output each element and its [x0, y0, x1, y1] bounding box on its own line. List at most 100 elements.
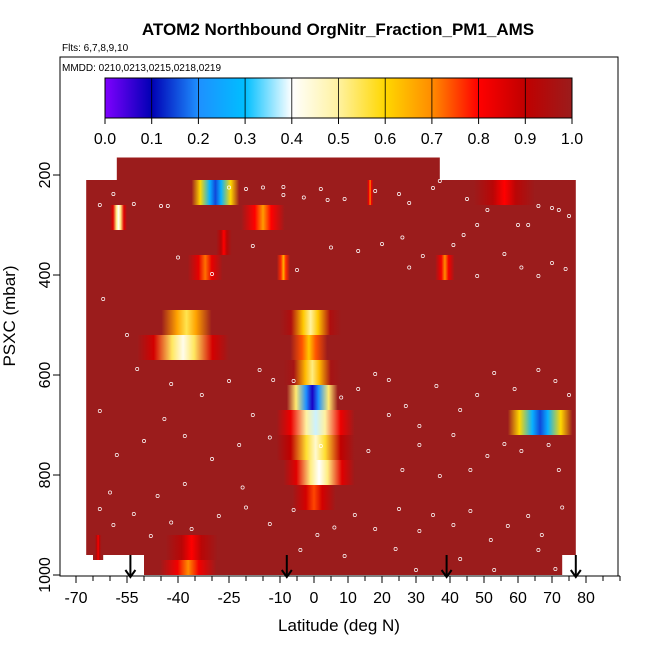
y-tick-label: 800 — [37, 462, 54, 489]
sample-point — [182, 482, 187, 486]
sample-point — [97, 203, 102, 207]
sample-point — [162, 417, 167, 421]
x-tick-label: 60 — [509, 590, 527, 607]
x-axis: -70 -55 -40 -25 -10 0 10 20 30 40 50 60 70 80 — [64, 575, 621, 607]
heatmap-band — [212, 230, 236, 255]
sample-point — [407, 201, 412, 205]
sample-point — [189, 527, 194, 531]
heatmap-band — [178, 255, 233, 280]
sample-point — [169, 520, 174, 525]
dates-label: MMDD: 0210,0213,0215,0218,0219 — [62, 63, 221, 74]
x-tick-label: -10 — [268, 590, 291, 607]
sample-point — [458, 408, 463, 412]
x-tick-label: -70 — [64, 590, 87, 607]
sample-point — [114, 453, 119, 457]
y-tick-label: 200 — [37, 162, 54, 189]
sample-point — [291, 508, 296, 512]
sample-point — [366, 449, 371, 453]
sample-point — [342, 197, 347, 201]
sample-point — [519, 265, 524, 270]
y-tick-label: 600 — [37, 362, 54, 389]
heatmap-region — [144, 555, 563, 575]
sample-point — [461, 233, 466, 237]
colorbar-tick-label: 1.0 — [561, 131, 583, 148]
colorbar-tick-label: 0.4 — [281, 131, 303, 148]
sample-point — [397, 192, 401, 196]
heatmap-band — [147, 310, 226, 335]
x-tick-label: -25 — [217, 590, 240, 607]
heatmap-band — [137, 335, 229, 360]
heatmap-band — [507, 410, 573, 435]
sample-point — [393, 547, 398, 551]
sample-point — [420, 254, 425, 258]
sample-point — [553, 379, 558, 383]
sample-point — [434, 384, 439, 388]
sample-point — [553, 567, 558, 571]
flight-arrowhead — [124, 569, 137, 579]
colorbar-tick-label: 0.8 — [467, 131, 489, 148]
flight-arrowhead — [280, 569, 293, 579]
sample-point — [505, 524, 510, 528]
sample-point — [516, 223, 520, 227]
sample-point — [111, 523, 116, 527]
heatmap-region — [116, 157, 440, 180]
sample-point — [342, 554, 347, 558]
x-tick-label: 0 — [310, 590, 319, 607]
sample-point — [512, 387, 517, 391]
sample-point — [332, 525, 337, 530]
colorbar-tick-label: 0.2 — [187, 131, 209, 148]
sample-point — [407, 265, 412, 270]
sample-point — [468, 468, 473, 472]
sample-point — [356, 387, 361, 391]
x-axis-label: Latitude (deg N) — [278, 616, 400, 635]
sample-point — [475, 223, 480, 227]
heatmap-band — [280, 335, 338, 360]
colorbar-tick-label: 0.0 — [94, 131, 116, 148]
sample-point — [101, 297, 106, 301]
sample-point — [295, 268, 299, 272]
sample-point — [386, 378, 391, 382]
colorbar-tick-label: 0.5 — [327, 131, 349, 148]
sample-point — [536, 548, 541, 552]
sample-point — [108, 490, 112, 495]
sample-point — [318, 444, 323, 448]
sample-point — [237, 443, 242, 447]
x-tick-label: -55 — [115, 590, 138, 607]
sample-point — [318, 187, 323, 191]
colorbar-tick-label: 0.7 — [421, 131, 443, 148]
sample-point — [550, 206, 554, 210]
flights-label: Flts: 6,7,8,9,10 — [62, 43, 129, 54]
sample-point — [250, 413, 255, 417]
sample-point — [257, 368, 262, 372]
sample-point — [329, 245, 333, 250]
sample-point — [417, 424, 422, 428]
sample-point — [373, 189, 378, 193]
sample-point — [199, 393, 204, 397]
sample-point — [250, 244, 255, 248]
sample-point — [536, 204, 541, 208]
heatmap-band — [150, 535, 233, 560]
colorbar-tick-label: 0.9 — [514, 131, 536, 148]
sample-point — [526, 514, 531, 518]
sample-point — [125, 333, 129, 337]
sample-point — [271, 378, 276, 382]
sample-point — [556, 468, 561, 472]
sample-point — [485, 454, 490, 458]
heatmap-band — [286, 385, 338, 410]
sample-point — [291, 379, 296, 383]
x-tick-label: 50 — [475, 590, 493, 607]
sample-point — [563, 267, 568, 271]
flight-arrowhead — [569, 569, 582, 579]
heatmap-band — [283, 360, 342, 385]
sample-point — [210, 457, 214, 461]
sample-point — [373, 527, 378, 531]
sample-point — [431, 513, 435, 517]
sample-point — [386, 413, 391, 417]
sample-point — [414, 568, 418, 572]
heatmap-band — [273, 255, 294, 280]
sample-point — [240, 485, 245, 490]
heatmap-band — [276, 410, 355, 435]
sample-point — [182, 434, 187, 438]
sample-point — [315, 533, 320, 537]
